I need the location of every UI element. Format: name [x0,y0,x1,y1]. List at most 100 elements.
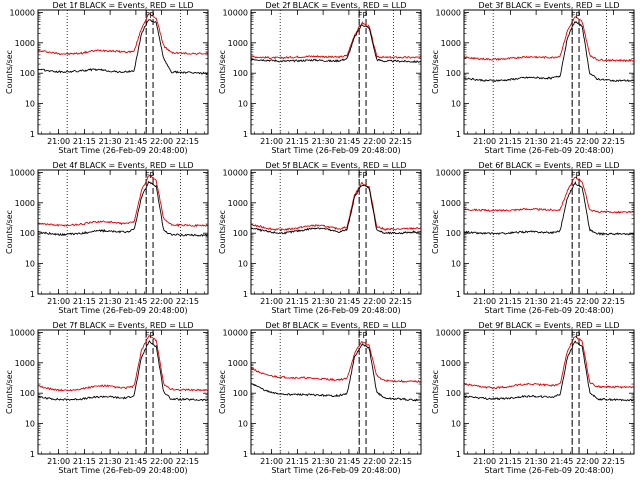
y-tick-label: 1 [456,450,461,459]
x-tick-label: 21:00 [47,137,70,146]
detector-panel: 1 10 100 1000 10000 21:00 21:15 21:30 21:45 22:00… [213,160,426,320]
panel-title: Det 4f BLACK = Events, RED = LLD [52,161,193,170]
y-tick-label: 100 [446,229,461,238]
x-tick-label: 21:15 [499,457,522,466]
flare-flag-label: FP [358,331,368,340]
flare-flag-label: FP [571,11,581,20]
x-tick-label: 21:30 [525,457,548,466]
panel-title: Det 5f BLACK = Events, RED = LLD [265,161,406,170]
series-line-events [37,180,209,237]
lightcurve-chart: 1 10 100 1000 10000 21:00 21:15 21:30 21:45 22:00… [5,321,209,475]
y-tick-label: 10000 [436,328,461,337]
series-line-lld [463,16,635,63]
x-axis-label: Start Time (26-Feb-09 20:48:00) [58,466,187,475]
panel-title: Det 7f BLACK = Events, RED = LLD [52,321,193,330]
panel-title: Det 3f BLACK = Events, RED = LLD [478,1,619,10]
y-tick-label: 1 [456,290,461,299]
y-tick-label: 100 [20,389,35,398]
lightcurve-chart: 1 10 100 1000 10000 21:00 21:15 21:30 21:45 22:00… [218,1,422,155]
y-tick-label: 10 [451,420,461,429]
x-tick-label: 22:15 [602,457,625,466]
series-line-events [463,180,635,236]
x-tick-label: 21:00 [260,137,283,146]
x-tick-label: 22:00 [150,137,173,146]
series-line-lld [250,341,422,383]
x-tick-label: 21:30 [525,297,548,306]
x-tick-label: 22:00 [363,297,386,306]
x-tick-label: 21:30 [312,297,335,306]
series-line-lld [37,174,209,228]
y-axis-label: Counts/sec [218,50,227,94]
y-tick-label: 10000 [223,8,248,17]
y-tick-label: 1 [456,130,461,139]
plot-frame [250,169,422,295]
series-line-lld [463,336,635,390]
x-tick-label: 21:00 [473,137,496,146]
y-tick-label: 1000 [228,39,248,48]
series-line-events [250,24,422,64]
x-tick-label: 21:45 [337,137,360,146]
series-line-events [37,340,209,402]
x-tick-label: 21:45 [337,297,360,306]
panel-title: Det 8f BLACK = Events, RED = LLD [265,321,406,330]
x-tick-label: 21:30 [99,297,122,306]
x-tick-label: 21:45 [550,137,573,146]
series-line-lld [37,12,209,56]
flare-flag-label: FP [145,171,155,180]
detector-panel: 1 10 100 1000 10000 21:00 21:15 21:30 21:45 22:00… [0,0,213,160]
x-tick-label: 21:45 [550,457,573,466]
panel-title: Det 6f BLACK = Events, RED = LLD [478,161,619,170]
panel-title: Det 2f BLACK = Events, RED = LLD [265,1,406,10]
y-tick-label: 100 [233,229,248,238]
plot-frame [250,9,422,135]
x-tick-label: 21:30 [525,137,548,146]
x-tick-label: 22:00 [576,297,599,306]
y-tick-label: 100 [446,389,461,398]
plot-frame [463,9,635,135]
x-axis-label: Start Time (26-Feb-09 20:48:00) [484,306,613,315]
series-line-events [251,343,421,402]
y-tick-label: 1000 [441,39,461,48]
y-axis-label: Counts/sec [431,50,440,94]
y-tick-label: 10000 [10,168,35,177]
plot-frame [463,329,635,455]
x-tick-label: 21:00 [47,457,70,466]
y-tick-label: 10 [238,100,248,109]
detector-panel: 1 10 100 1000 10000 21:00 21:15 21:30 21:45 22:00… [0,160,213,320]
lightcurve-chart: 1 10 100 1000 10000 21:00 21:15 21:30 21:45 22:00… [218,161,422,315]
y-tick-label: 100 [20,229,35,238]
y-tick-label: 10000 [10,328,35,337]
x-tick-label: 22:15 [389,137,412,146]
plot-frame [37,329,209,455]
y-tick-label: 1 [30,450,35,459]
x-tick-label: 22:00 [363,137,386,146]
x-tick-label: 21:45 [124,297,147,306]
x-tick-label: 21:15 [73,137,96,146]
x-tick-label: 22:15 [602,297,625,306]
x-tick-label: 21:00 [473,297,496,306]
series-line-lld [463,176,635,214]
y-tick-label: 100 [233,389,248,398]
x-tick-label: 22:15 [176,457,199,466]
detector-panel: 1 10 100 1000 10000 21:00 21:15 21:30 21:45 22:00… [426,320,639,480]
x-tick-label: 22:15 [176,297,199,306]
flare-flag-label: FP [145,331,155,340]
y-tick-label: 1 [243,450,248,459]
flare-flag-label: FP [571,331,581,340]
series-line-lld [37,334,209,392]
x-tick-label: 21:15 [286,137,309,146]
panel-title: Det 9f BLACK = Events, RED = LLD [478,321,619,330]
plot-frame [37,169,209,295]
y-tick-label: 10 [25,100,35,109]
y-tick-label: 1000 [15,39,35,48]
x-tick-label: 21:30 [99,137,122,146]
x-tick-label: 21:15 [73,297,96,306]
x-tick-label: 22:00 [576,457,599,466]
x-tick-label: 21:15 [286,297,309,306]
series-line-events [37,19,209,75]
detector-panel: 1 10 100 1000 10000 21:00 21:15 21:30 21:45 22:00… [426,160,639,320]
lightcurve-chart: 1 10 100 1000 10000 21:00 21:15 21:30 21:45 22:00… [431,1,635,155]
y-tick-label: 10000 [223,168,248,177]
x-tick-label: 21:15 [499,297,522,306]
